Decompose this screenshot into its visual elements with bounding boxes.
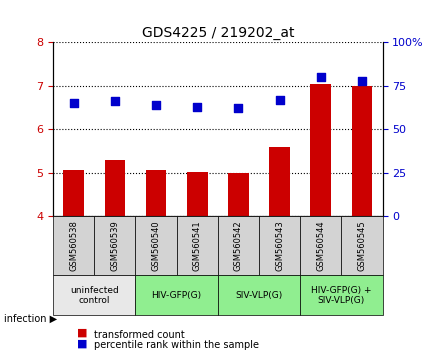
Text: infection ▶: infection ▶ xyxy=(4,314,57,324)
FancyBboxPatch shape xyxy=(341,216,382,275)
Text: SIV-VLP(G): SIV-VLP(G) xyxy=(235,291,283,300)
Point xyxy=(276,97,283,103)
Text: ■: ■ xyxy=(76,328,87,338)
Text: GSM560544: GSM560544 xyxy=(316,220,325,271)
FancyBboxPatch shape xyxy=(53,275,136,315)
Point xyxy=(317,74,324,80)
Text: uninfected
control: uninfected control xyxy=(70,286,119,305)
Bar xyxy=(310,84,331,216)
Text: GSM560545: GSM560545 xyxy=(357,220,366,271)
Text: HIV-GFP(G): HIV-GFP(G) xyxy=(152,291,202,300)
Point xyxy=(111,99,118,104)
Point xyxy=(194,104,201,109)
Text: GSM560543: GSM560543 xyxy=(275,220,284,271)
Text: ■: ■ xyxy=(76,338,87,348)
Bar xyxy=(187,172,207,216)
Bar xyxy=(269,147,290,216)
Text: percentile rank within the sample: percentile rank within the sample xyxy=(94,340,258,350)
Text: GSM560541: GSM560541 xyxy=(193,220,202,271)
Text: GSM560542: GSM560542 xyxy=(234,220,243,271)
Point xyxy=(70,101,77,106)
Text: GSM560539: GSM560539 xyxy=(110,220,119,271)
FancyBboxPatch shape xyxy=(300,216,341,275)
FancyBboxPatch shape xyxy=(300,275,383,315)
FancyBboxPatch shape xyxy=(218,216,259,275)
Point xyxy=(153,102,159,108)
Bar xyxy=(63,170,84,216)
Text: transformed count: transformed count xyxy=(94,330,184,339)
FancyBboxPatch shape xyxy=(136,275,218,315)
FancyBboxPatch shape xyxy=(94,216,136,275)
Point xyxy=(359,78,366,84)
Text: GSM560538: GSM560538 xyxy=(69,220,78,271)
FancyBboxPatch shape xyxy=(53,216,94,275)
FancyBboxPatch shape xyxy=(259,216,300,275)
FancyBboxPatch shape xyxy=(136,216,177,275)
FancyBboxPatch shape xyxy=(218,275,300,315)
Bar xyxy=(146,170,166,216)
Point xyxy=(235,105,242,111)
Text: HIV-GFP(G) +
SIV-VLP(G): HIV-GFP(G) + SIV-VLP(G) xyxy=(311,286,371,305)
Title: GDS4225 / 219202_at: GDS4225 / 219202_at xyxy=(142,26,294,40)
FancyBboxPatch shape xyxy=(177,216,218,275)
Bar xyxy=(228,173,249,216)
Bar xyxy=(105,160,125,216)
Bar xyxy=(351,86,372,216)
Text: GSM560540: GSM560540 xyxy=(152,220,161,271)
